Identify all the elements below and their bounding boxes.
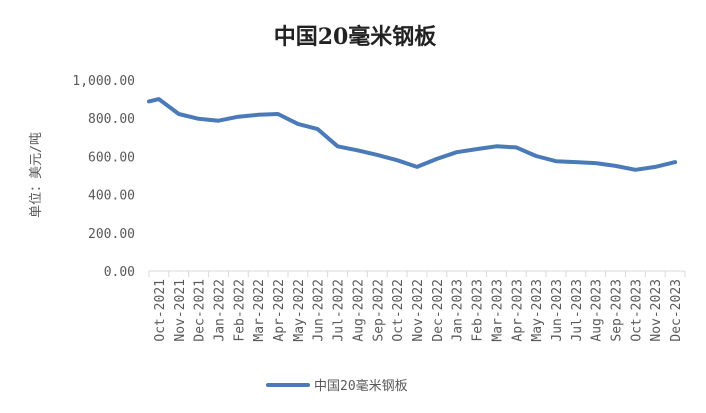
x-tick-label: Nov-2023 bbox=[649, 279, 664, 342]
x-tick-label: Nov-2021 bbox=[173, 279, 188, 342]
y-axis-ticks: 0.00 200.00 400.00 600.00 800.00 1,000.00 bbox=[72, 74, 135, 280]
x-tick-label: Oct-2022 bbox=[391, 279, 406, 342]
legend-label: 中国20毫米钢板 bbox=[314, 378, 408, 394]
x-tick-label: Mar-2022 bbox=[252, 279, 267, 342]
x-tick-label: Apr-2022 bbox=[272, 279, 287, 342]
x-tick-label: Jun-2023 bbox=[550, 279, 565, 342]
x-tick-label: Feb-2022 bbox=[232, 279, 247, 342]
x-tick-label: Aug-2023 bbox=[590, 279, 605, 342]
y-tick-label: 600.00 bbox=[88, 150, 135, 165]
x-tick-label: Dec-2021 bbox=[193, 279, 208, 342]
legend: 中国20毫米钢板 bbox=[266, 378, 408, 394]
x-tick-label: Dec-2022 bbox=[431, 279, 446, 342]
y-tick-label: 1,000.00 bbox=[72, 74, 135, 89]
x-tick-label: May-2022 bbox=[292, 279, 307, 342]
x-tick-label: Apr-2023 bbox=[510, 279, 525, 342]
x-axis: Oct-2021 Nov-2021 Dec-2021 Jan-2022 Feb-2022… bbox=[148, 270, 686, 342]
x-tick-label: Oct-2023 bbox=[629, 279, 644, 342]
x-tick-label: Mar-2023 bbox=[490, 279, 505, 342]
y-tick-label: 0.00 bbox=[104, 265, 135, 280]
x-tick-label: Aug-2022 bbox=[351, 279, 366, 342]
y-axis-label: 单位：美元/吨 bbox=[29, 132, 44, 218]
x-tick-label: Jan-2023 bbox=[451, 279, 466, 342]
chart-title: 中国20毫米钢板 bbox=[274, 24, 438, 50]
x-tick-label: Jul-2022 bbox=[332, 279, 347, 342]
x-tick-label: May-2023 bbox=[530, 279, 545, 342]
series-line bbox=[147, 97, 678, 172]
x-tick-label: Sep-2022 bbox=[371, 279, 386, 342]
x-tick-label: Oct-2021 bbox=[153, 279, 168, 342]
y-tick-label: 400.00 bbox=[88, 189, 135, 204]
x-tick-label: Jun-2022 bbox=[312, 279, 327, 342]
x-tick-label: Nov-2022 bbox=[411, 279, 426, 342]
series-layer bbox=[147, 97, 678, 172]
x-tick-label: Jul-2023 bbox=[570, 279, 585, 342]
y-tick-label: 200.00 bbox=[88, 227, 135, 242]
x-tick-label: Dec-2023 bbox=[669, 279, 684, 342]
x-tick-label: Jan-2022 bbox=[212, 279, 227, 342]
y-tick-label: 800.00 bbox=[88, 112, 135, 127]
x-tick-label: Sep-2023 bbox=[610, 279, 625, 342]
x-tick-label: Feb-2023 bbox=[471, 279, 486, 342]
